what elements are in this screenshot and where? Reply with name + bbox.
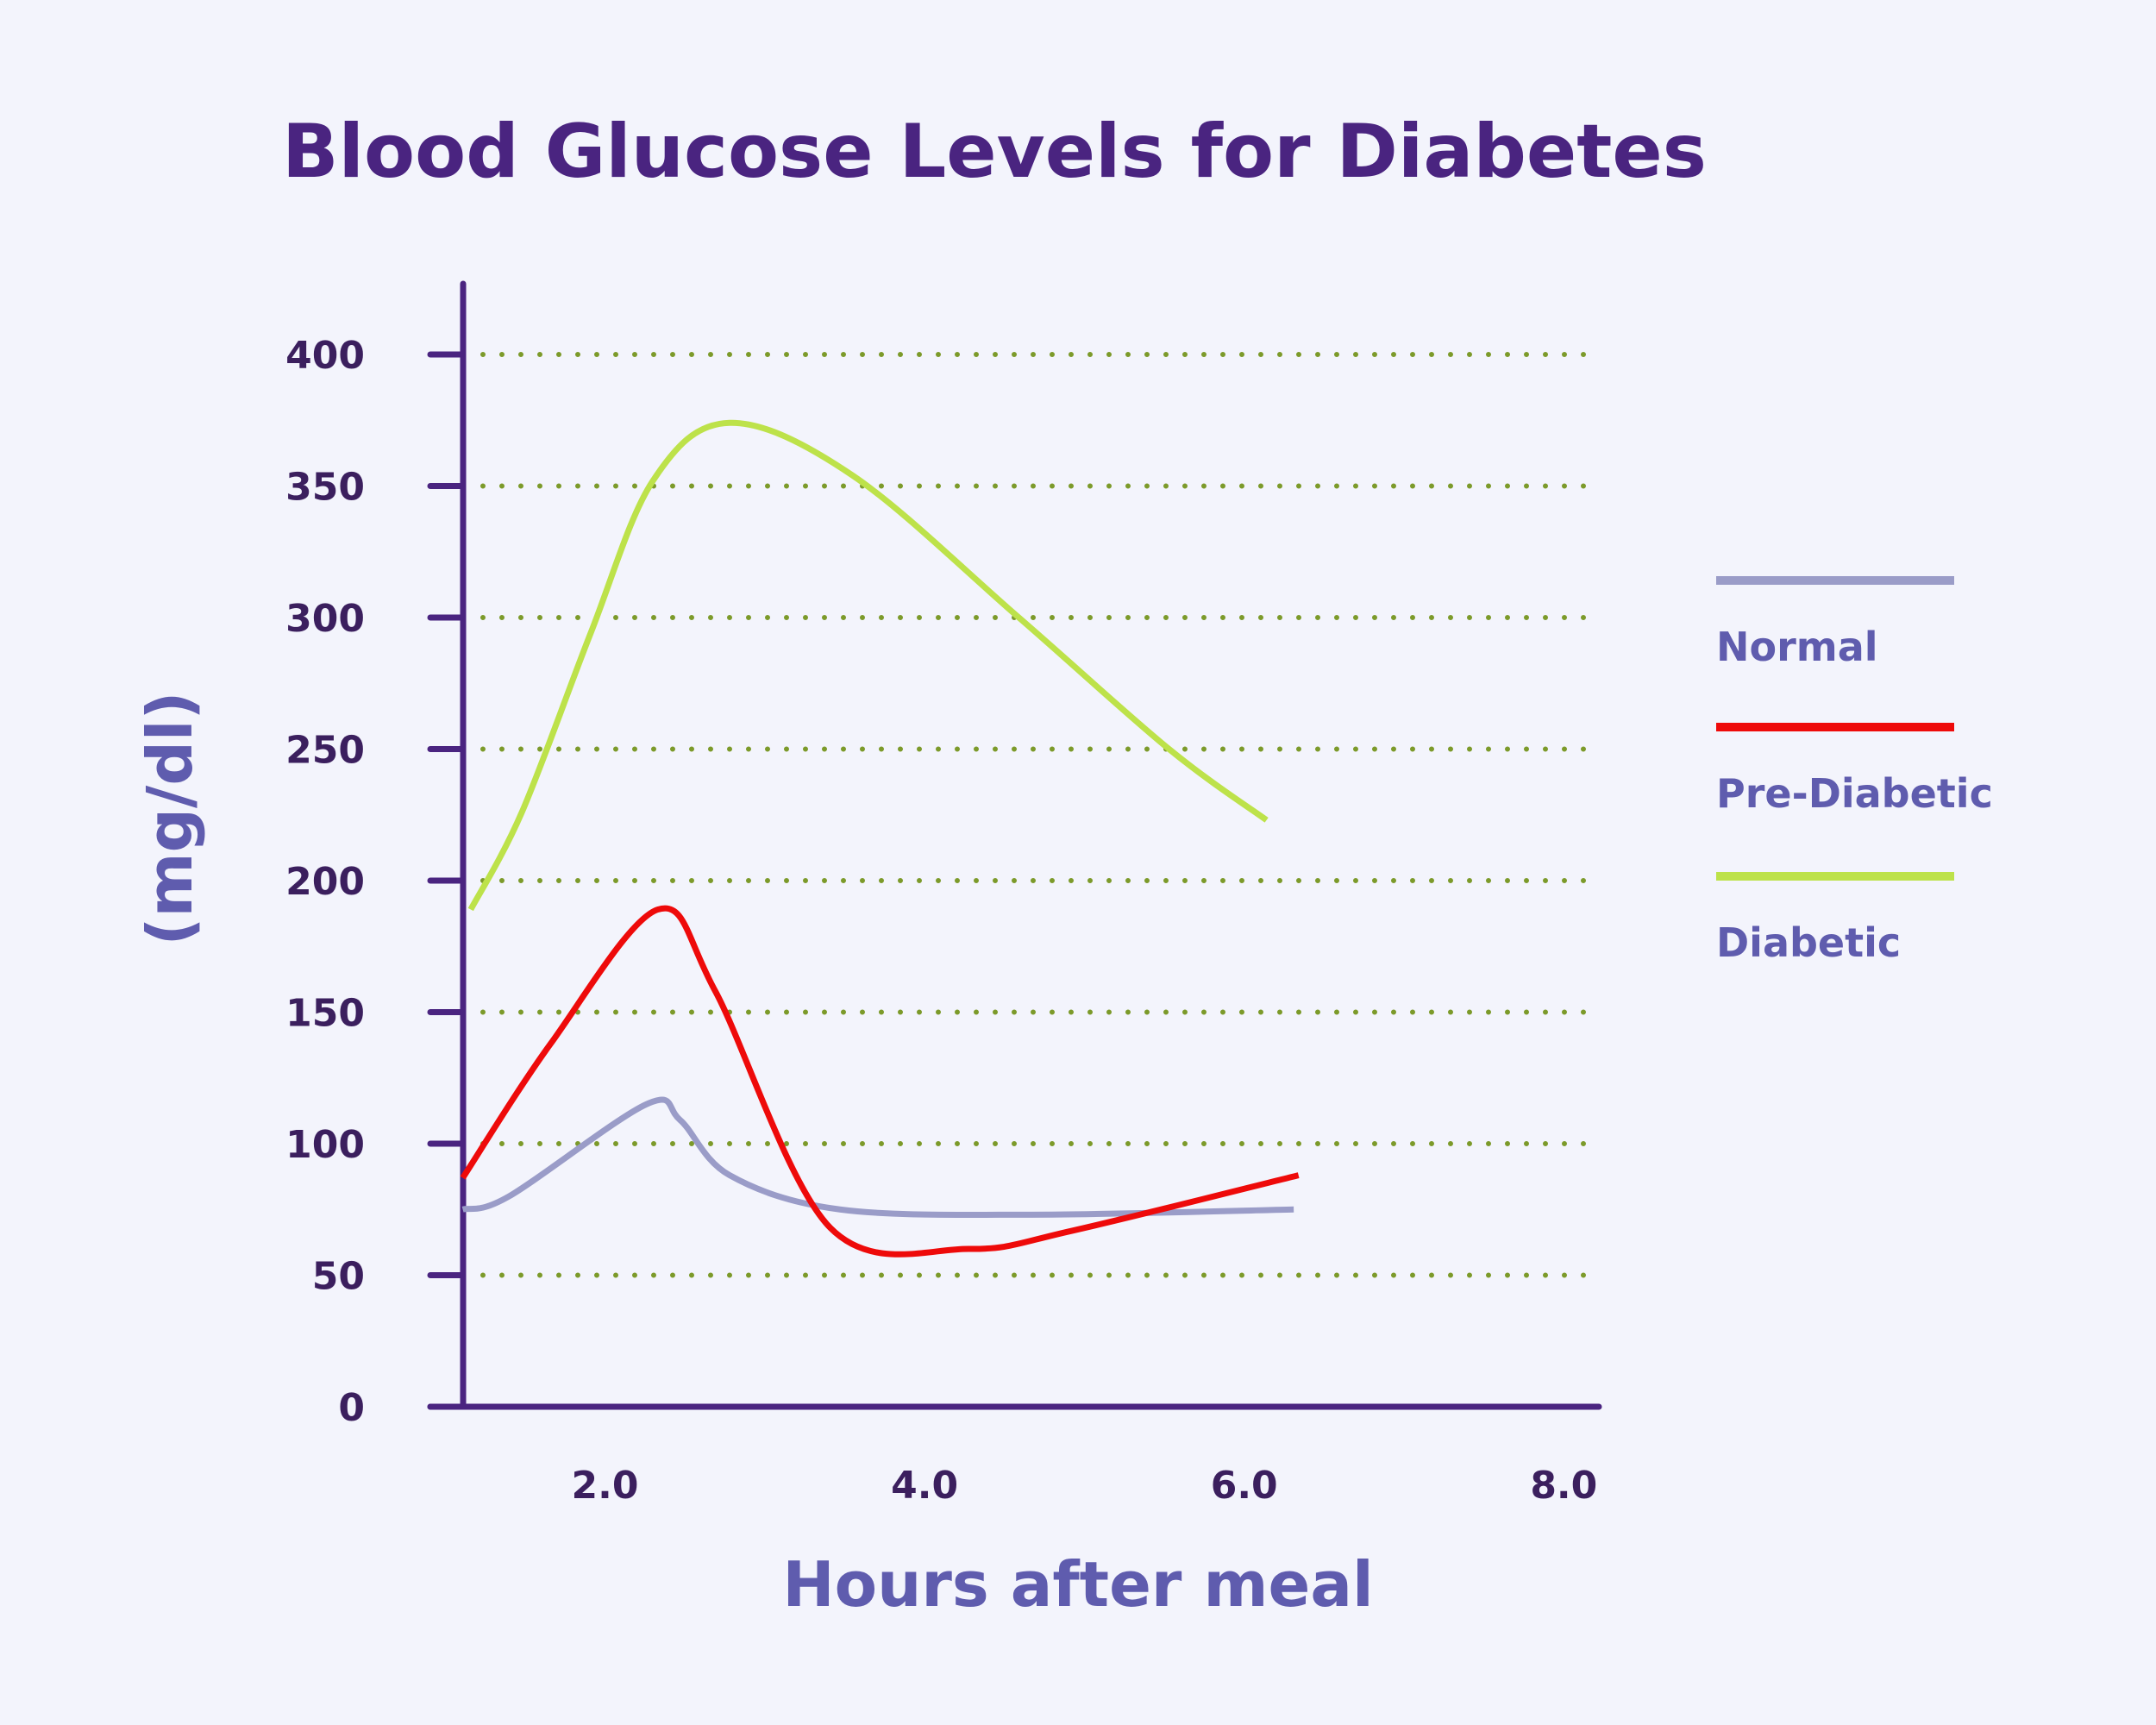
- y-tick-label: 350: [285, 466, 365, 510]
- legend-label: Normal: [1716, 624, 1878, 670]
- series-line-diabetic: [467, 419, 1269, 912]
- y-tick-label: 50: [312, 1255, 365, 1299]
- x-tick-label: 8.0: [1530, 1464, 1597, 1508]
- legend-label: Diabetic: [1716, 919, 1901, 966]
- y-tick-label: 100: [285, 1123, 365, 1167]
- x-tick-label: 6.0: [1211, 1464, 1278, 1508]
- y-tick-label: 300: [285, 597, 365, 641]
- y-tick-label: 200: [285, 860, 365, 904]
- series-line-normal: [461, 1096, 1294, 1218]
- series-line-pre-diabetic: [460, 905, 1300, 1258]
- y-tick-label: 0: [338, 1386, 365, 1430]
- chart-title: Blood Glucose Levels for Diabetes: [282, 109, 1707, 195]
- y-tick-label: 150: [285, 992, 365, 1036]
- x-tick-label: 2.0: [572, 1464, 639, 1508]
- y-tick-label: 400: [285, 334, 365, 378]
- y-axis-label: (mg/dl): [134, 692, 206, 946]
- x-tick-label: 4.0: [891, 1464, 958, 1508]
- y-tick-label: 250: [285, 729, 365, 773]
- legend-label: Pre-Diabetic: [1716, 770, 1993, 817]
- x-axis-label: Hours after meal: [782, 1548, 1373, 1621]
